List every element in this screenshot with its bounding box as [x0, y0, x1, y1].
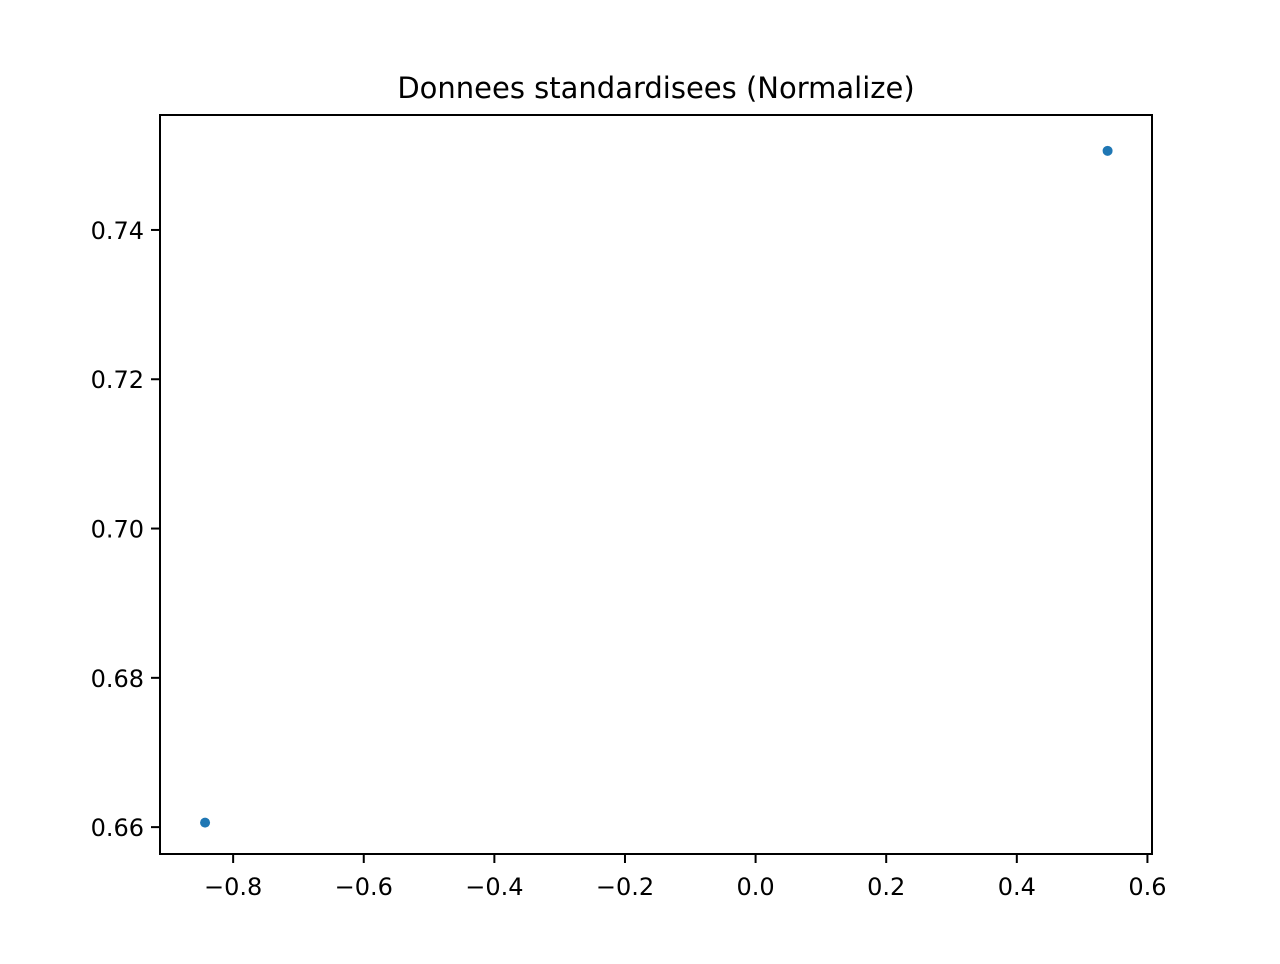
y-tick-label: 0.72	[91, 366, 144, 394]
data-point	[1102, 145, 1113, 156]
plot-area-frame	[159, 114, 1153, 855]
x-tick-label: 0.2	[867, 873, 905, 901]
y-tick-label: 0.70	[91, 516, 144, 544]
scatter-points	[200, 145, 1113, 828]
chart-title: Donnees standardisees (Normalize)	[397, 71, 914, 105]
x-axis: −0.8 −0.6 −0.4 −0.2 0.0 0.2 0.4 0.6	[204, 854, 1167, 901]
x-tick-label: −0.6	[335, 873, 393, 901]
x-tick-label: 0.4	[998, 873, 1036, 901]
x-tick-label: −0.4	[465, 873, 523, 901]
y-tick-label: 0.68	[91, 665, 144, 693]
y-axis: 0.66 0.68 0.70 0.72 0.74	[91, 217, 160, 842]
x-tick-label: −0.2	[596, 873, 654, 901]
y-tick-label: 0.74	[91, 217, 144, 245]
x-tick-label: −0.8	[204, 873, 262, 901]
x-tick-label: 0.0	[737, 873, 775, 901]
data-point	[200, 817, 211, 828]
x-tick-label: 0.6	[1128, 873, 1166, 901]
y-tick-label: 0.66	[91, 814, 144, 842]
